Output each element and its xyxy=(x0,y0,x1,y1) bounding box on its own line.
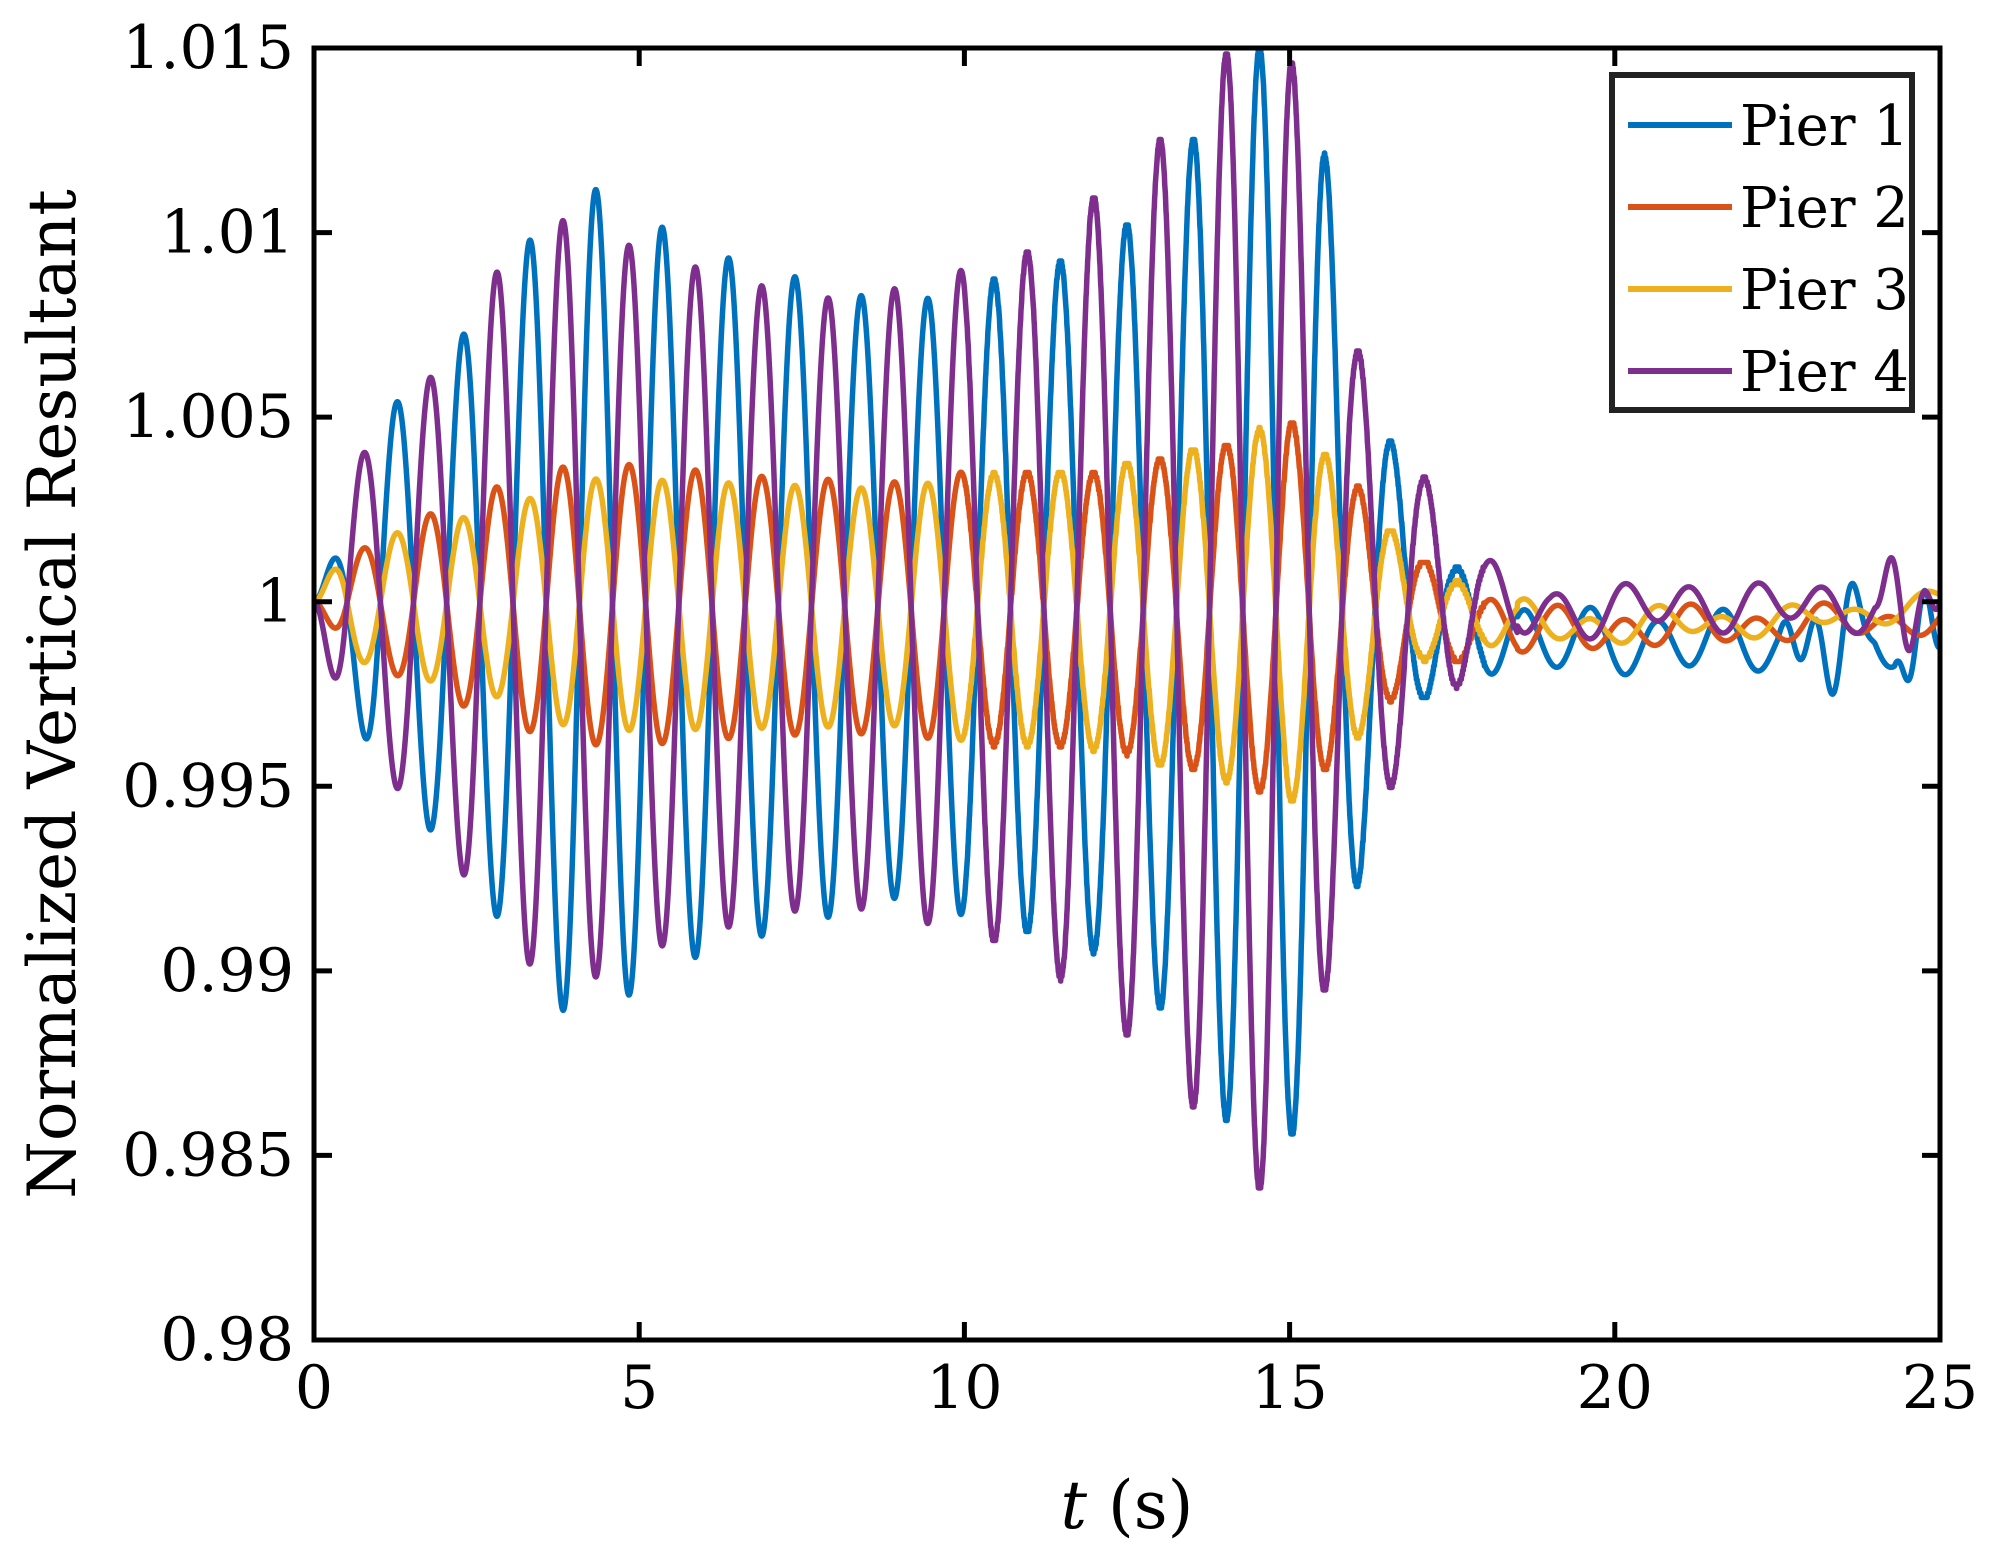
y-tick-label: 0.98 xyxy=(160,1305,294,1375)
y-tick-label: 0.99 xyxy=(160,936,294,1006)
axis-ticks xyxy=(311,45,1943,1343)
legend: Pier 1 Pier 2 Pier 3 Pier 4 xyxy=(1609,72,1915,413)
x-axis-variable: t xyxy=(1061,1467,1088,1544)
y-axis-label: Normalized Vertical Resultant xyxy=(14,189,91,1199)
x-tick-label: 15 xyxy=(1251,1353,1327,1423)
y-tick-label: 0.995 xyxy=(122,751,294,821)
y-tick-label: 1.015 xyxy=(122,13,294,83)
series-line-pier-4 xyxy=(314,51,1940,1191)
legend-label-pier-3: Pier 3 xyxy=(1740,258,1909,323)
plot-frame xyxy=(311,45,1943,1343)
x-tick-label: 20 xyxy=(1577,1353,1653,1423)
x-axis-unit: (s) xyxy=(1087,1467,1193,1544)
x-tick-label: 0 xyxy=(295,1353,333,1423)
y-tick-label: 0.985 xyxy=(122,1120,294,1190)
legend-box xyxy=(1609,72,1915,413)
x-tick-labels: 0 5 10 15 20 25 xyxy=(295,1353,1978,1423)
x-tick-label: 25 xyxy=(1902,1353,1978,1423)
y-tick-labels: 0.98 0.985 0.99 0.995 1 1.005 1.01 1.015 xyxy=(122,13,294,1375)
legend-label-pier-1: Pier 1 xyxy=(1740,94,1909,159)
x-tick-label: 5 xyxy=(620,1353,658,1423)
y-tick-label: 1 xyxy=(256,567,294,637)
series-line-pier-2 xyxy=(314,420,1940,795)
y-tick-label: 1.01 xyxy=(160,198,294,268)
x-tick-label: 10 xyxy=(926,1353,1002,1423)
y-tick-label: 1.005 xyxy=(122,382,294,452)
x-axis-label: t (s) xyxy=(1061,1467,1194,1544)
series-layer xyxy=(314,48,1940,1191)
legend-label-pier-2: Pier 2 xyxy=(1740,176,1909,241)
legend-label-pier-4: Pier 4 xyxy=(1740,340,1909,405)
